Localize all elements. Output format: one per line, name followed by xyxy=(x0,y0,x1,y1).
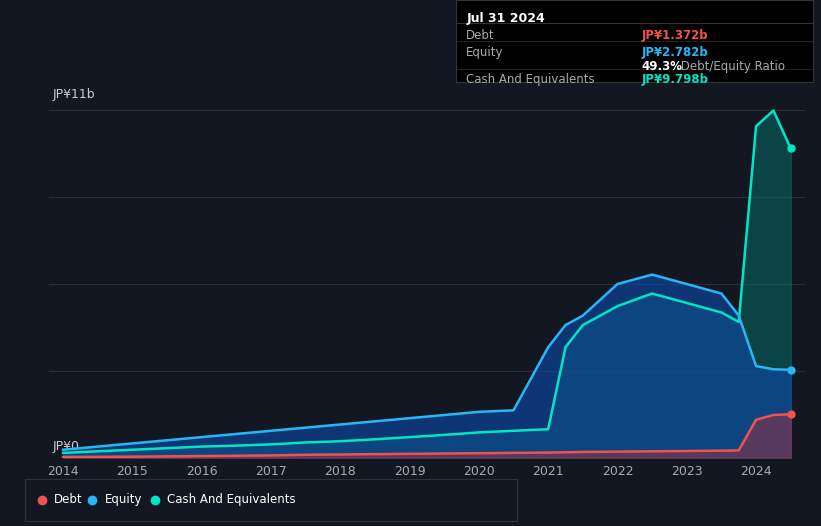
Text: Debt/Equity Ratio: Debt/Equity Ratio xyxy=(677,60,785,73)
Text: Cash And Equivalents: Cash And Equivalents xyxy=(167,493,296,506)
Text: JP¥0: JP¥0 xyxy=(53,440,80,453)
Text: JP¥9.798b: JP¥9.798b xyxy=(641,74,709,86)
Text: Jul 31 2024: Jul 31 2024 xyxy=(466,12,545,25)
Text: Equity: Equity xyxy=(466,46,504,59)
Text: JP¥2.782b: JP¥2.782b xyxy=(641,46,709,59)
Text: Debt: Debt xyxy=(54,493,83,506)
Text: JP¥1.372b: JP¥1.372b xyxy=(641,28,708,42)
Text: Equity: Equity xyxy=(104,493,142,506)
Text: Cash And Equivalents: Cash And Equivalents xyxy=(466,74,595,86)
Text: Debt: Debt xyxy=(466,28,495,42)
Text: 49.3%: 49.3% xyxy=(641,60,682,73)
Text: JP¥11b: JP¥11b xyxy=(53,88,95,101)
